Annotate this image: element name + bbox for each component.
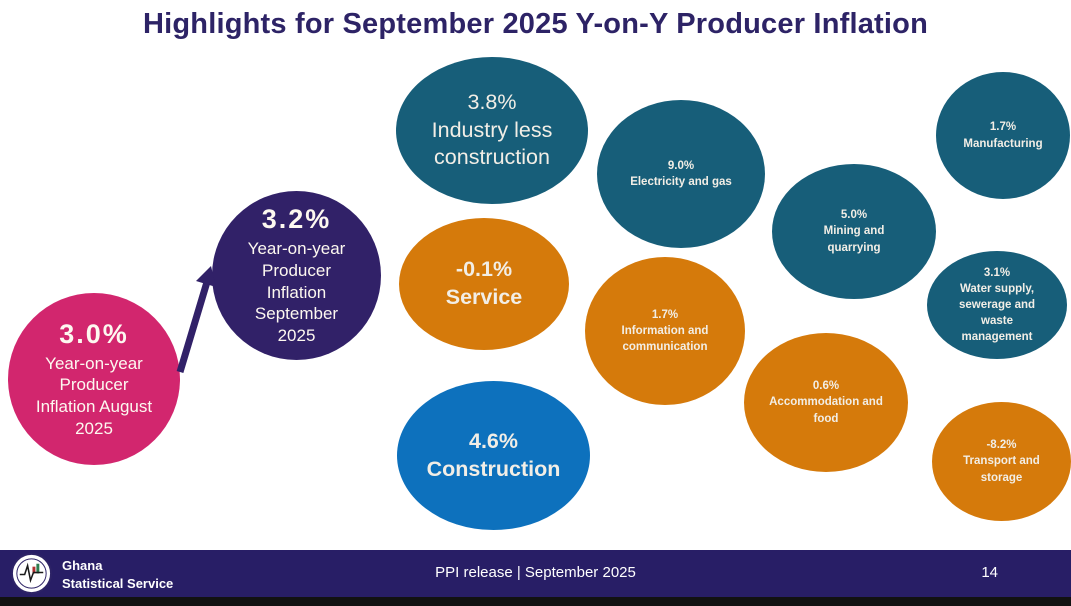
bubble-construction: 4.6% Construction bbox=[397, 381, 590, 530]
bubble-label: Service bbox=[445, 285, 523, 309]
org-name-line1: Ghana bbox=[62, 558, 103, 573]
bubble-label: Water supply, sewerage and waste managem… bbox=[958, 282, 1036, 344]
bubble-value: 3.1% bbox=[983, 266, 1011, 279]
bubble-value: 5.0% bbox=[840, 209, 868, 222]
bubble-label: Year-on-year Producer Inflation August 2… bbox=[35, 353, 153, 438]
increase-arrow-icon bbox=[176, 266, 216, 374]
release-label: PPI release | September 2025 bbox=[435, 564, 636, 581]
bubble-label: Manufacturing bbox=[963, 137, 1043, 150]
bubble-value: 1.7% bbox=[989, 121, 1017, 134]
org-name: Ghana Statistical Service bbox=[62, 557, 173, 592]
gss-logo-icon bbox=[10, 552, 53, 595]
bubble-label: Transport and storage bbox=[963, 455, 1040, 484]
bubble-label: Information and communication bbox=[621, 324, 709, 354]
bubble-value: 9.0% bbox=[667, 159, 695, 172]
page-number: 14 bbox=[981, 564, 998, 581]
bubble-label: Construction bbox=[426, 456, 561, 481]
bubble-label: Accommodation and food bbox=[769, 396, 883, 425]
bubble-august-headline: 3.0% Year-on-year Producer Inflation Aug… bbox=[8, 293, 180, 465]
bubble-label: Year-on-year Producer Inflation Septembe… bbox=[247, 239, 346, 346]
bubble-value: 1.7% bbox=[651, 308, 679, 321]
bubble-water-supply: 3.1% Water supply, sewerage and waste ma… bbox=[927, 251, 1067, 359]
bubble-value: -0.1% bbox=[455, 257, 513, 282]
bubble-value: 3.0% bbox=[59, 318, 129, 349]
footer-bottom-strip bbox=[0, 597, 1071, 606]
bubble-accommodation-and-food: 0.6% Accommodation and food bbox=[744, 333, 908, 472]
bubble-september-headline: 3.2% Year-on-year Producer Inflation Sep… bbox=[212, 191, 381, 360]
bubble-value: -8.2% bbox=[986, 439, 1017, 452]
bubble-electricity-and-gas: 9.0% Electricity and gas bbox=[597, 100, 765, 248]
bubble-information-and-communication: 1.7% Information and communication bbox=[585, 257, 745, 405]
bubble-industry-less-construction: 3.8% Industry less construction bbox=[396, 57, 588, 204]
bubble-mining-and-quarrying: 5.0% Mining and quarrying bbox=[772, 164, 936, 299]
bubble-service: -0.1% Service bbox=[399, 218, 569, 350]
bubble-transport-and-storage: -8.2% Transport and storage bbox=[932, 402, 1071, 521]
bubble-label: Industry less construction bbox=[431, 117, 553, 170]
bubble-value: 4.6% bbox=[468, 428, 518, 453]
bubble-label: Mining and quarrying bbox=[823, 225, 885, 254]
bubble-value: 3.2% bbox=[261, 204, 332, 235]
bubble-value: 0.6% bbox=[812, 380, 840, 393]
bubble-manufacturing: 1.7% Manufacturing bbox=[936, 72, 1070, 199]
bubble-value: 3.8% bbox=[467, 89, 517, 114]
page-title: Highlights for September 2025 Y-on-Y Pro… bbox=[142, 8, 928, 40]
org-name-line2: Statistical Service bbox=[62, 575, 174, 591]
footer-bar: Ghana Statistical Service PPI release | … bbox=[0, 550, 1071, 597]
bubble-label: Electricity and gas bbox=[630, 176, 732, 188]
